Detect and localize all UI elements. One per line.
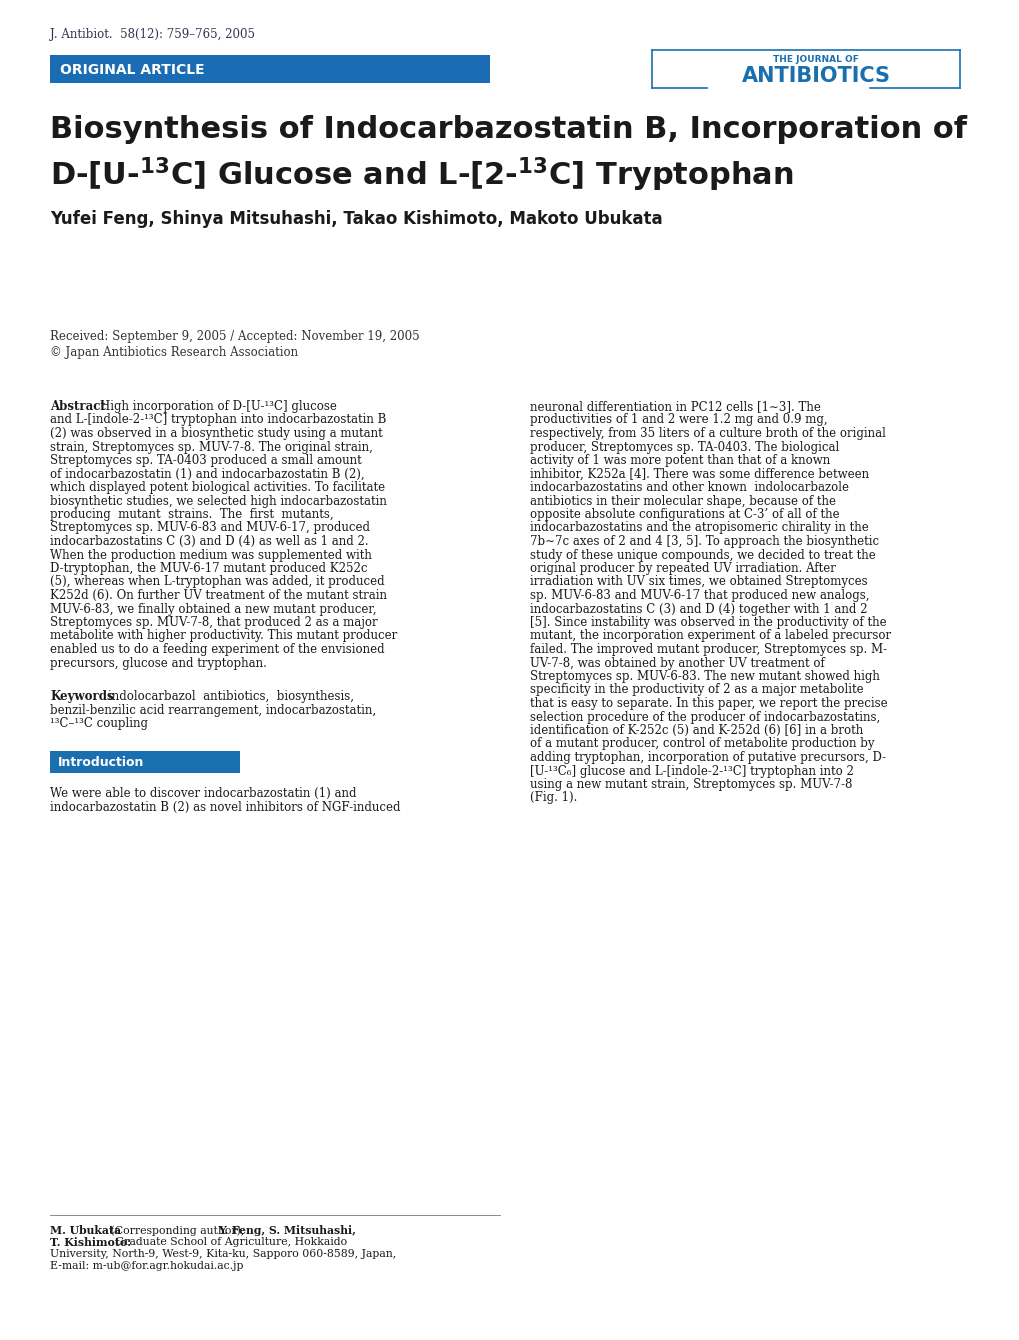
Text: indocarbazostatins C (3) and D (4) together with 1 and 2: indocarbazostatins C (3) and D (4) toget…: [530, 603, 866, 615]
Text: © Japan Antibiotics Research Association: © Japan Antibiotics Research Association: [50, 346, 298, 359]
Bar: [50, 750, 239, 773]
Text: We were able to discover indocarbazostatin (1) and: We were able to discover indocarbazostat…: [50, 787, 357, 800]
Text: that is easy to separate. In this paper, we report the precise: that is easy to separate. In this paper,…: [530, 697, 887, 710]
Text: failed. The improved mutant producer, Streptomyces sp. M-: failed. The improved mutant producer, St…: [530, 643, 887, 657]
Text: of indocarbazostatin (1) and indocarbazostatin B (2),: of indocarbazostatin (1) and indocarbazo…: [50, 468, 364, 481]
Text: indocarbazostatins C (3) and D (4) as well as 1 and 2.: indocarbazostatins C (3) and D (4) as we…: [50, 535, 368, 548]
Text: E-mail: m-ub@for.agr.hokudai.ac.jp: E-mail: m-ub@for.agr.hokudai.ac.jp: [50, 1261, 244, 1272]
Text: inhibitor, K252a [4]. There was some difference between: inhibitor, K252a [4]. There was some dif…: [530, 468, 868, 481]
Text: neuronal differentiation in PC12 cells [1∼3]. The: neuronal differentiation in PC12 cells […: [530, 401, 820, 413]
Text: indocarbazostatins and other known  indolocarbazole: indocarbazostatins and other known indol…: [530, 481, 848, 494]
Text: indocarbazostatin B (2) as novel inhibitors of NGF-induced: indocarbazostatin B (2) as novel inhibit…: [50, 800, 400, 813]
Text: Graduate School of Agriculture, Hokkaido: Graduate School of Agriculture, Hokkaido: [112, 1237, 346, 1248]
Text: mutant, the incorporation experiment of a labeled precursor: mutant, the incorporation experiment of …: [530, 630, 891, 642]
Text: J. Antibiot.  58(12): 759–765, 2005: J. Antibiot. 58(12): 759–765, 2005: [50, 28, 255, 42]
Text: Yufei Feng, Shinya Mitsuhashi, Takao Kishimoto, Makoto Ubukata: Yufei Feng, Shinya Mitsuhashi, Takao Kis…: [50, 210, 662, 228]
Text: which displayed potent biological activities. To facilitate: which displayed potent biological activi…: [50, 481, 385, 494]
Text: precursors, glucose and tryptophan.: precursors, glucose and tryptophan.: [50, 657, 267, 670]
Text: University, North-9, West-9, Kita-ku, Sapporo 060-8589, Japan,: University, North-9, West-9, Kita-ku, Sa…: [50, 1249, 395, 1260]
Text: Biosynthesis of Indocarbazostatin B, Incorporation of: Biosynthesis of Indocarbazostatin B, Inc…: [50, 115, 966, 143]
Text: (5), whereas when L-tryptophan was added, it produced: (5), whereas when L-tryptophan was added…: [50, 575, 384, 588]
Text: Abstract: Abstract: [50, 401, 106, 413]
Text: sp. MUV-6-83 and MUV-6-17 that produced new analogs,: sp. MUV-6-83 and MUV-6-17 that produced …: [530, 590, 868, 602]
Text: [5]. Since instability was observed in the productivity of the: [5]. Since instability was observed in t…: [530, 616, 886, 628]
Text: T. Kishimoto:: T. Kishimoto:: [50, 1237, 131, 1248]
Text: Introduction: Introduction: [58, 757, 145, 769]
Text: When the production medium was supplemented with: When the production medium was supplemen…: [50, 548, 372, 561]
Text: selection procedure of the producer of indocarbazostatins,: selection procedure of the producer of i…: [530, 710, 879, 724]
Text: (Fig. 1).: (Fig. 1).: [530, 792, 577, 804]
Text: (2) was observed in a biosynthetic study using a mutant: (2) was observed in a biosynthetic study…: [50, 427, 382, 440]
Text: and L-[indole-2-¹³C] tryptophan into indocarbazostatin B: and L-[indole-2-¹³C] tryptophan into ind…: [50, 414, 386, 426]
Text: benzil-benzilic acid rearrangement, indocarbazostatin,: benzil-benzilic acid rearrangement, indo…: [50, 704, 376, 717]
Text: respectively, from 35 liters of a culture broth of the original: respectively, from 35 liters of a cultur…: [530, 427, 886, 440]
Text: (Corresponding author),: (Corresponding author),: [107, 1225, 248, 1235]
Text: [U-¹³C₆] glucose and L-[indole-2-¹³C] tryptophan into 2: [U-¹³C₆] glucose and L-[indole-2-¹³C] tr…: [530, 765, 853, 777]
Text: Streptomyces sp. MUV-6-83 and MUV-6-17, produced: Streptomyces sp. MUV-6-83 and MUV-6-17, …: [50, 521, 370, 535]
Text: biosynthetic studies, we selected high indocarbazostatin: biosynthetic studies, we selected high i…: [50, 494, 386, 508]
Text: High incorporation of D-[U-¹³C] glucose: High incorporation of D-[U-¹³C] glucose: [100, 401, 336, 413]
Text: specificity in the productivity of 2 as a major metabolite: specificity in the productivity of 2 as …: [530, 683, 863, 697]
Text: productivities of 1 and 2 were 1.2 mg and 0.9 mg,: productivities of 1 and 2 were 1.2 mg an…: [530, 414, 826, 426]
Text: D-tryptophan, the MUV-6-17 mutant produced K252c: D-tryptophan, the MUV-6-17 mutant produc…: [50, 561, 367, 575]
Text: original producer by repeated UV irradiation. After: original producer by repeated UV irradia…: [530, 561, 835, 575]
Text: ORIGINAL ARTICLE: ORIGINAL ARTICLE: [60, 63, 205, 76]
Text: M. Ubukata: M. Ubukata: [50, 1225, 121, 1235]
Text: UV-7-8, was obtained by another UV treatment of: UV-7-8, was obtained by another UV treat…: [530, 657, 824, 670]
Text: irradiation with UV six times, we obtained Streptomyces: irradiation with UV six times, we obtain…: [530, 575, 867, 588]
Text: $\mathbf{D}$-[$\mathbf{U}$-$\mathbf{^{13}C}$] Glucose and $\mathbf{L}$-[2-$\math: $\mathbf{D}$-[$\mathbf{U}$-$\mathbf{^{13…: [50, 155, 793, 193]
Text: identification of K-252c (5) and K-252d (6) [6] in a broth: identification of K-252c (5) and K-252d …: [530, 724, 862, 737]
Text: THE JOURNAL OF: THE JOURNAL OF: [772, 55, 858, 63]
Text: antibiotics in their molecular shape, because of the: antibiotics in their molecular shape, be…: [530, 494, 836, 508]
Bar: [50, 55, 489, 83]
Text: strain, Streptomyces sp. MUV-7-8. The original strain,: strain, Streptomyces sp. MUV-7-8. The or…: [50, 441, 373, 453]
Text: ANTIBIOTICS: ANTIBIOTICS: [741, 66, 890, 86]
Text: Streptomyces sp. TA-0403 produced a small amount: Streptomyces sp. TA-0403 produced a smal…: [50, 454, 362, 468]
Text: enabled us to do a feeding experiment of the envisioned: enabled us to do a feeding experiment of…: [50, 643, 384, 657]
Text: Streptomyces sp. MUV-6-83. The new mutant showed high: Streptomyces sp. MUV-6-83. The new mutan…: [530, 670, 879, 683]
Text: ¹³C–¹³C coupling: ¹³C–¹³C coupling: [50, 717, 148, 730]
Text: Y. Feng, S. Mitsuhashi,: Y. Feng, S. Mitsuhashi,: [218, 1225, 356, 1235]
Text: producing  mutant  strains.  The  first  mutants,: producing mutant strains. The first muta…: [50, 508, 333, 521]
Text: Streptomyces sp. MUV-7-8, that produced 2 as a major: Streptomyces sp. MUV-7-8, that produced …: [50, 616, 377, 628]
Text: Received: September 9, 2005 / Accepted: November 19, 2005: Received: September 9, 2005 / Accepted: …: [50, 330, 419, 343]
Text: of a mutant producer, control of metabolite production by: of a mutant producer, control of metabol…: [530, 737, 873, 750]
Text: opposite absolute configurations at C-3’ of all of the: opposite absolute configurations at C-3’…: [530, 508, 839, 521]
Text: producer, Streptomyces sp. TA-0403. The biological: producer, Streptomyces sp. TA-0403. The …: [530, 441, 839, 453]
Text: indolocarbazol  antibiotics,  biosynthesis,: indolocarbazol antibiotics, biosynthesis…: [108, 690, 354, 704]
Text: adding tryptophan, incorporation of putative precursors, D-: adding tryptophan, incorporation of puta…: [530, 750, 886, 764]
Text: 7b∼7c axes of 2 and 4 [3, 5]. To approach the biosynthetic: 7b∼7c axes of 2 and 4 [3, 5]. To approac…: [530, 535, 878, 548]
Text: using a new mutant strain, Streptomyces sp. MUV-7-8: using a new mutant strain, Streptomyces …: [530, 779, 852, 791]
Text: K252d (6). On further UV treatment of the mutant strain: K252d (6). On further UV treatment of th…: [50, 590, 386, 602]
Text: indocarbazostatins and the atropisomeric chirality in the: indocarbazostatins and the atropisomeric…: [530, 521, 868, 535]
Text: metabolite with higher productivity. This mutant producer: metabolite with higher productivity. Thi…: [50, 630, 396, 642]
Text: activity of 1 was more potent than that of a known: activity of 1 was more potent than that …: [530, 454, 829, 468]
Text: Keywords: Keywords: [50, 690, 113, 704]
Text: MUV-6-83, we finally obtained a new mutant producer,: MUV-6-83, we finally obtained a new muta…: [50, 603, 376, 615]
Text: study of these unique compounds, we decided to treat the: study of these unique compounds, we deci…: [530, 548, 875, 561]
